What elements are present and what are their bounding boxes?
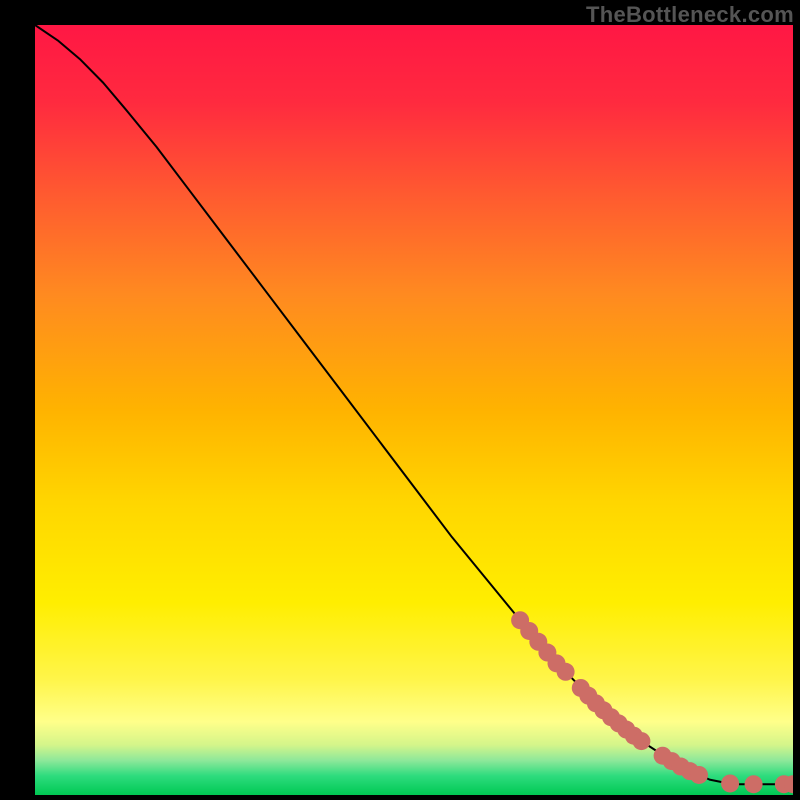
watermark-label: TheBottleneck.com: [586, 2, 794, 28]
gradient-background: [35, 25, 793, 795]
data-marker: [745, 775, 763, 793]
plot-area: [35, 25, 793, 795]
chart-container: TheBottleneck.com: [0, 0, 800, 800]
data-marker: [721, 774, 739, 792]
data-marker: [690, 766, 708, 784]
data-marker: [632, 732, 650, 750]
data-marker: [557, 663, 575, 681]
